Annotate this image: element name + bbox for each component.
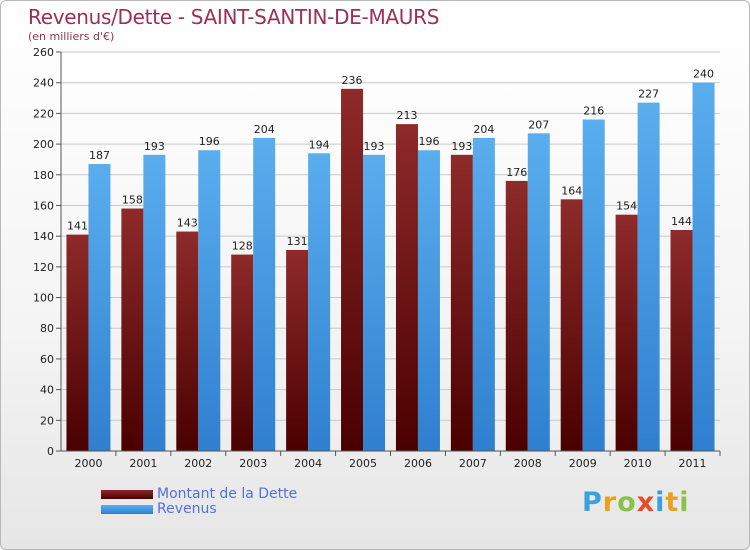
bar-dette — [615, 214, 638, 451]
data-label-dette: 143 — [177, 217, 198, 230]
data-label-dette: 193 — [451, 140, 472, 153]
data-label-revenus: 207 — [528, 118, 549, 131]
legend-label-revenus: Revenus — [157, 501, 217, 517]
chart-subtitle: (en milliers d'€) — [28, 30, 115, 43]
bar-dette — [670, 230, 693, 451]
data-label-dette: 141 — [67, 220, 88, 233]
x-tick-label: 2002 — [184, 457, 212, 470]
data-label-revenus: 204 — [473, 123, 494, 136]
bar-revenus — [143, 154, 166, 452]
data-label-revenus: 204 — [254, 123, 275, 136]
data-label-dette: 154 — [616, 200, 637, 213]
plot-area — [61, 52, 720, 451]
data-label-dette: 213 — [396, 109, 417, 122]
bar-revenus — [308, 153, 331, 452]
bar-revenus — [198, 150, 221, 451]
data-label-revenus: 196 — [199, 135, 220, 148]
bar-dette — [450, 154, 473, 452]
x-tick-label: 2003 — [239, 457, 267, 470]
data-label-dette: 176 — [506, 166, 527, 179]
logo-letter: P — [582, 487, 603, 518]
x-tick-label: 2010 — [624, 457, 652, 470]
y-tick-label: 20 — [40, 414, 54, 427]
bar-dette — [176, 231, 199, 451]
bar-dette — [286, 249, 309, 451]
data-label-revenus: 187 — [89, 149, 110, 162]
bar-revenus — [527, 133, 550, 452]
bar-dette — [341, 88, 364, 451]
data-label-revenus: 196 — [418, 135, 439, 148]
y-tick-label: 100 — [33, 292, 54, 305]
legend-swatch-dette — [101, 490, 153, 499]
bar-revenus — [582, 119, 605, 452]
proxiti-logo: Proxiti — [582, 487, 690, 518]
bar-revenus — [472, 137, 495, 451]
y-tick-label: 180 — [33, 169, 54, 182]
x-tick-label: 2001 — [129, 457, 157, 470]
data-label-dette: 164 — [561, 184, 582, 197]
x-tick-label: 2004 — [294, 457, 322, 470]
bar-dette — [505, 180, 528, 451]
y-tick-label: 200 — [33, 138, 54, 151]
data-label-revenus: 194 — [309, 138, 330, 151]
logo-letter: r — [602, 487, 618, 518]
y-tick-label: 60 — [40, 353, 54, 366]
legend-label-dette: Montant de la Dette — [157, 486, 298, 502]
x-tick-label: 2000 — [74, 457, 102, 470]
y-tick-label: 140 — [33, 230, 54, 243]
bar-dette — [66, 234, 89, 451]
x-tick-label: 2009 — [569, 457, 597, 470]
logo-letter: i — [655, 487, 666, 518]
y-tick-label: 220 — [33, 107, 54, 120]
bar-dette — [560, 199, 583, 451]
x-tick-label: 2005 — [349, 457, 377, 470]
bar-dette — [231, 254, 254, 451]
bar-revenus — [692, 82, 715, 451]
bar-revenus — [253, 137, 276, 451]
y-tick-label: 0 — [47, 445, 54, 458]
data-label-dette: 236 — [342, 74, 363, 87]
logo-letter: o — [617, 487, 637, 518]
legend-swatch-revenus — [101, 505, 153, 514]
bar-revenus — [417, 150, 440, 451]
y-tick-label: 240 — [33, 77, 54, 90]
logo-letter: x — [636, 487, 656, 518]
logo-letter: i — [679, 487, 690, 518]
y-tick-label: 120 — [33, 261, 54, 274]
data-label-dette: 131 — [287, 235, 308, 248]
x-tick-label: 2007 — [459, 457, 487, 470]
y-tick-label: 160 — [33, 199, 54, 212]
data-label-revenus: 216 — [583, 105, 604, 118]
x-tick-label: 2006 — [404, 457, 432, 470]
bar-revenus — [637, 102, 660, 452]
bar-dette — [395, 124, 418, 451]
chart-title: Revenus/Dette - SAINT-SANTIN-DE-MAURS — [28, 5, 440, 29]
bar-revenus — [363, 154, 386, 452]
x-tick-label: 2011 — [679, 457, 707, 470]
logo-letter: t — [665, 487, 680, 518]
y-tick-label: 80 — [40, 322, 54, 335]
y-tick-label: 40 — [40, 384, 54, 397]
data-label-revenus: 193 — [364, 140, 385, 153]
data-label-dette: 158 — [122, 194, 143, 207]
data-label-revenus: 193 — [144, 140, 165, 153]
bar-dette — [121, 208, 144, 451]
data-label-revenus: 227 — [638, 88, 659, 101]
bar-revenus — [88, 164, 111, 451]
x-tick-label: 2008 — [514, 457, 542, 470]
y-tick-label: 260 — [33, 46, 54, 59]
data-label-dette: 128 — [232, 240, 253, 253]
data-label-revenus: 240 — [693, 68, 714, 81]
data-label-dette: 144 — [671, 215, 692, 228]
